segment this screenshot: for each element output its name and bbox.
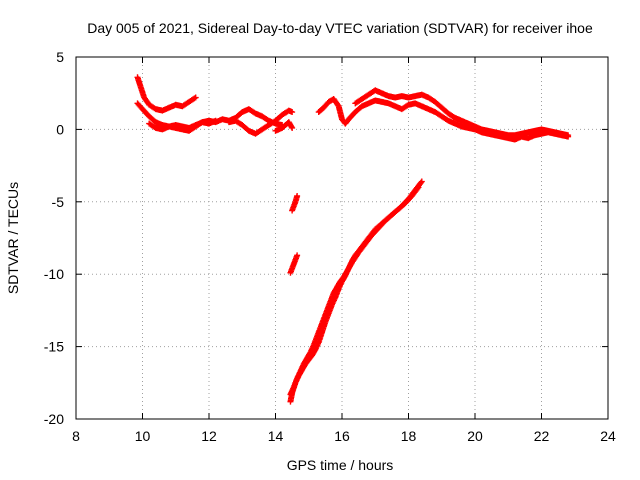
x-tick-label: 16 xyxy=(334,428,350,444)
x-tick-label: 24 xyxy=(600,428,616,444)
data-point-markers xyxy=(287,178,425,405)
y-tick-label: -5 xyxy=(52,194,65,210)
x-axis-label: GPS time / hours xyxy=(287,457,394,473)
y-tick-label: 5 xyxy=(56,49,64,65)
series-arc-10 xyxy=(287,178,425,405)
x-tick-label: 22 xyxy=(534,428,550,444)
series-arc-5 xyxy=(272,119,296,134)
series-arc-1 xyxy=(134,74,199,114)
series-arc-3 xyxy=(146,106,286,134)
x-tick-label: 18 xyxy=(401,428,417,444)
data-point-markers xyxy=(289,193,301,214)
series-arc-11 xyxy=(287,184,422,398)
data-point-markers xyxy=(287,184,422,398)
series-arc-8 xyxy=(289,193,301,214)
series-arc-4 xyxy=(225,107,296,137)
data-point-markers xyxy=(225,107,296,137)
x-tick-label: 20 xyxy=(467,428,483,444)
data-point-markers xyxy=(146,106,286,134)
y-axis-label: SDTVAR / TECUs xyxy=(5,182,21,294)
x-tick-label: 8 xyxy=(72,428,80,444)
data-points xyxy=(134,74,572,405)
x-tick-label: 12 xyxy=(201,428,217,444)
chart-title: Day 005 of 2021, Sidereal Day-to-day VTE… xyxy=(87,20,593,36)
data-point-markers xyxy=(287,252,301,276)
y-tick-label: -20 xyxy=(44,411,64,427)
axis-ticks: 8 10 12 14 16 18 20 22 24 -20 -15 -10 -5 0 5 xyxy=(44,49,616,444)
y-tick-label: 0 xyxy=(56,121,64,137)
data-point-markers xyxy=(352,87,572,139)
y-tick-label: -15 xyxy=(44,339,64,355)
series-arc-9 xyxy=(287,252,301,276)
x-tick-label: 10 xyxy=(135,428,151,444)
y-tick-label: -10 xyxy=(44,266,64,282)
data-point-markers xyxy=(272,119,296,134)
series-arc-7 xyxy=(352,87,572,139)
data-point-markers xyxy=(134,74,199,114)
x-tick-label: 14 xyxy=(268,428,284,444)
